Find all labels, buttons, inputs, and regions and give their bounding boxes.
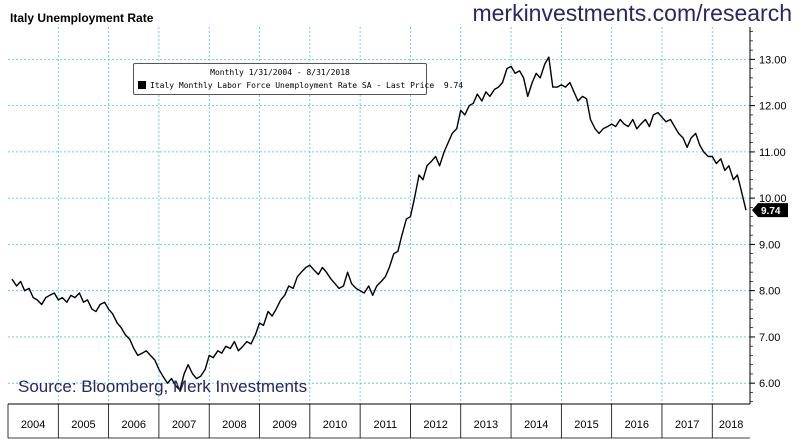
- legend: Monthly 1/31/2004 - 8/31/2018 Italy Mont…: [133, 63, 463, 95]
- x-tick-label: 2004: [21, 419, 45, 431]
- x-axis-ticks: 2004 2005 2006 2007 2008 2009 2010 2011 2012 2013…: [7, 404, 743, 438]
- x-tick-label: 2008: [222, 419, 246, 431]
- legend-last-price: 9.74: [443, 81, 464, 90]
- series-line: [11, 56, 747, 391]
- y-tick-label: 11.00: [759, 147, 786, 159]
- y-tick-label: 13.00: [759, 54, 787, 66]
- x-tick-label: 2013: [474, 419, 498, 431]
- chart-title: Italy Unemployment Rate: [10, 11, 154, 25]
- x-tick-label: 2009: [272, 419, 296, 431]
- last-value-label: 9.74: [761, 206, 781, 217]
- y-tick-label: 9.00: [759, 239, 780, 251]
- y-axis-ticks: 6.00 7.00 8.00 9.00 10.00 11.00 12.00 13.00: [750, 31, 787, 403]
- x-tick-label: 2017: [675, 419, 699, 431]
- x-tick-label: 2012: [423, 419, 447, 431]
- x-tick-label: 2015: [574, 419, 598, 431]
- legend-series-label: Italy Monthly Labor Force Unemployment R…: [150, 81, 435, 90]
- x-tick-label: 2007: [172, 419, 196, 431]
- legend-swatch: [138, 81, 146, 89]
- x-tick-label: 2005: [71, 419, 95, 431]
- x-tick-label: 2011: [373, 419, 397, 431]
- watermark-url[interactable]: merkinvestments.com/research: [472, 0, 792, 26]
- x-tick-label: 2016: [625, 419, 649, 431]
- x-tick-label: 2006: [122, 419, 146, 431]
- x-tick-label: 2010: [323, 419, 347, 431]
- y-tick-label: 8.00: [759, 286, 780, 298]
- x-tick-label: 2018: [719, 419, 743, 431]
- y-tick-label: 6.00: [759, 378, 780, 390]
- legend-period: Monthly 1/31/2004 - 8/31/2018: [210, 68, 350, 77]
- last-value-marker: 9.74: [752, 203, 788, 218]
- legend-entry: Italy Monthly Labor Force Unemployment R…: [138, 81, 463, 90]
- axes: [8, 27, 751, 439]
- y-tick-label: 10.00: [759, 193, 787, 205]
- grid-lines: [8, 27, 750, 404]
- y-tick-label: 7.00: [759, 332, 780, 344]
- last-value-marker-box: [752, 203, 788, 218]
- y-tick-label: 12.00: [759, 101, 787, 113]
- source-note: Source: Bloomberg, Merk Investments: [18, 377, 308, 396]
- x-tick-label: 2014: [524, 419, 548, 431]
